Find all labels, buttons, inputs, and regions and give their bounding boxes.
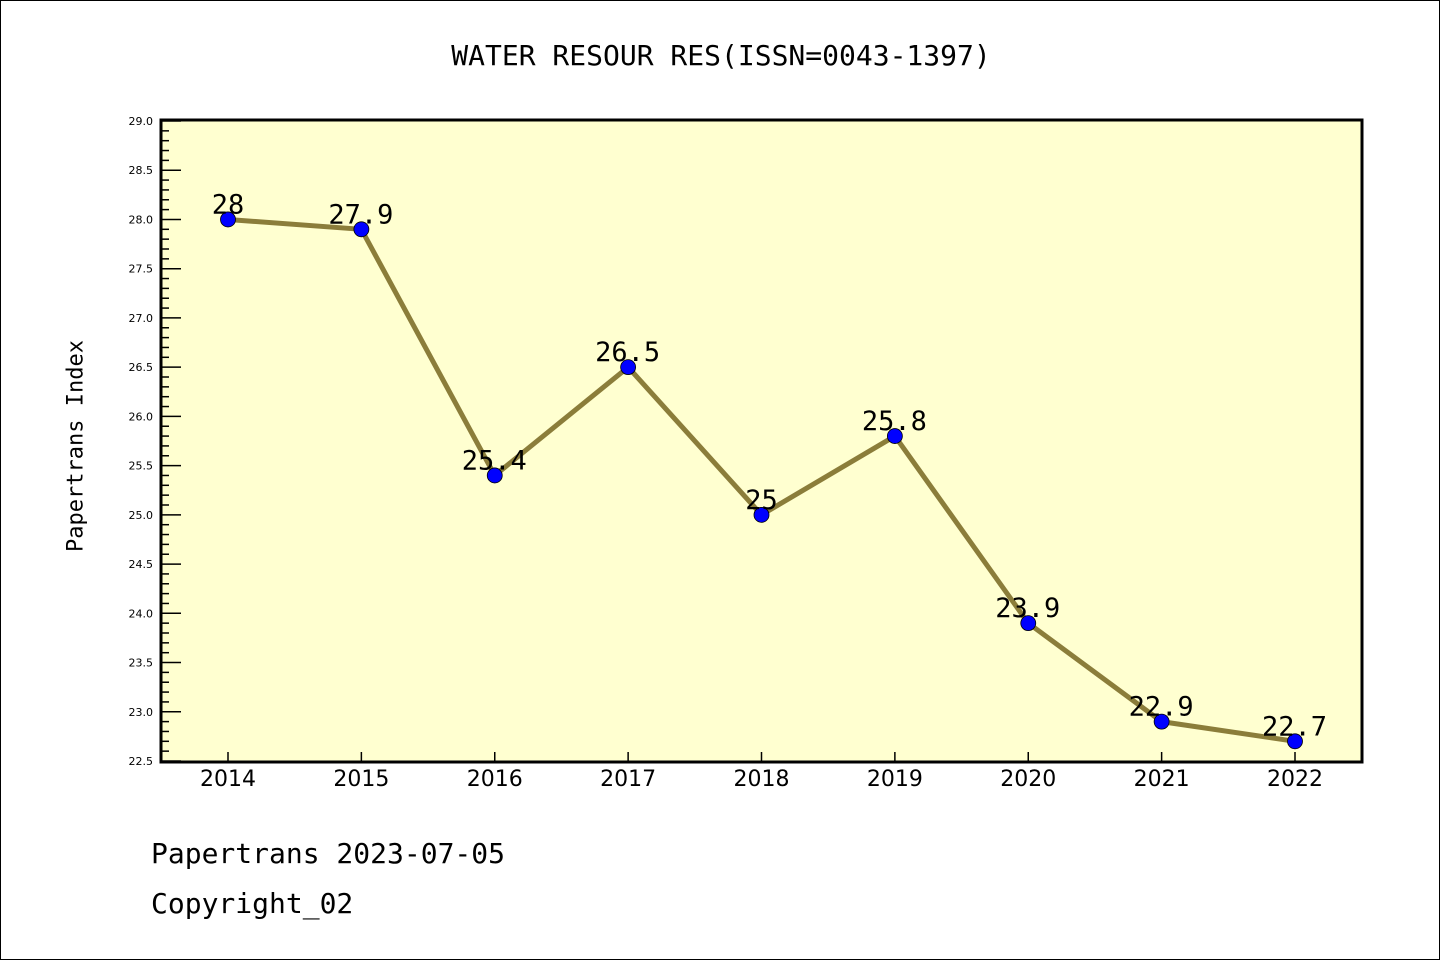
y-tick-label: 28.5 xyxy=(129,164,154,177)
data-label: 26.5 xyxy=(595,337,660,368)
data-point xyxy=(1153,713,1170,730)
y-tick-label: 24.0 xyxy=(129,607,154,620)
data-point xyxy=(1020,615,1037,632)
data-point xyxy=(886,428,903,444)
plot-border xyxy=(159,118,1364,764)
x-tick-label: 2018 xyxy=(734,767,790,792)
y-tick-label: 28.0 xyxy=(129,213,154,226)
y-tick-label: 26.0 xyxy=(129,410,154,423)
data-point xyxy=(620,359,637,376)
data-label: 23.9 xyxy=(995,593,1060,624)
y-tick-label: 27.5 xyxy=(129,263,154,276)
y-tick-label: 23.0 xyxy=(129,706,154,719)
x-tick-label: 2014 xyxy=(200,767,256,792)
x-tick-label: 2015 xyxy=(333,767,389,792)
data-label: 25 xyxy=(745,485,778,516)
y-tick-label: 27.0 xyxy=(129,312,154,325)
data-point xyxy=(753,506,770,523)
y-tick-label: 23.5 xyxy=(129,657,154,670)
y-tick-label: 25.5 xyxy=(129,460,154,473)
x-tick-label: 2019 xyxy=(867,767,923,792)
x-tick-label: 2017 xyxy=(600,767,656,792)
footer-copyright: Copyright_02 xyxy=(151,887,354,920)
data-label: 25.4 xyxy=(462,445,527,476)
data-label: 25.8 xyxy=(862,406,927,437)
y-tick-label: 26.5 xyxy=(129,361,154,374)
y-tick-label: 29.0 xyxy=(129,115,154,128)
data-label: 22.7 xyxy=(1262,711,1327,742)
data-point xyxy=(486,467,503,484)
data-label: 27.9 xyxy=(328,199,393,230)
x-tick-label: 2020 xyxy=(1000,767,1056,792)
x-tick-label: 2021 xyxy=(1134,767,1190,792)
y-tick-label: 25.0 xyxy=(129,509,154,522)
footer-date: Papertrans 2023-07-05 xyxy=(151,837,506,870)
data-label: 22.9 xyxy=(1129,692,1194,723)
x-tick-label: 2022 xyxy=(1267,767,1323,792)
data-label: 28 xyxy=(212,189,245,220)
data-point xyxy=(220,211,236,228)
x-tick-label: 2016 xyxy=(467,767,523,792)
data-point xyxy=(1287,733,1303,750)
chart-title: WATER RESOUR RES(ISSN=0043-1397) xyxy=(451,39,991,72)
y-tick-label: 24.5 xyxy=(129,558,154,571)
data-point xyxy=(353,221,370,238)
y-tick-label: 22.5 xyxy=(129,755,154,768)
